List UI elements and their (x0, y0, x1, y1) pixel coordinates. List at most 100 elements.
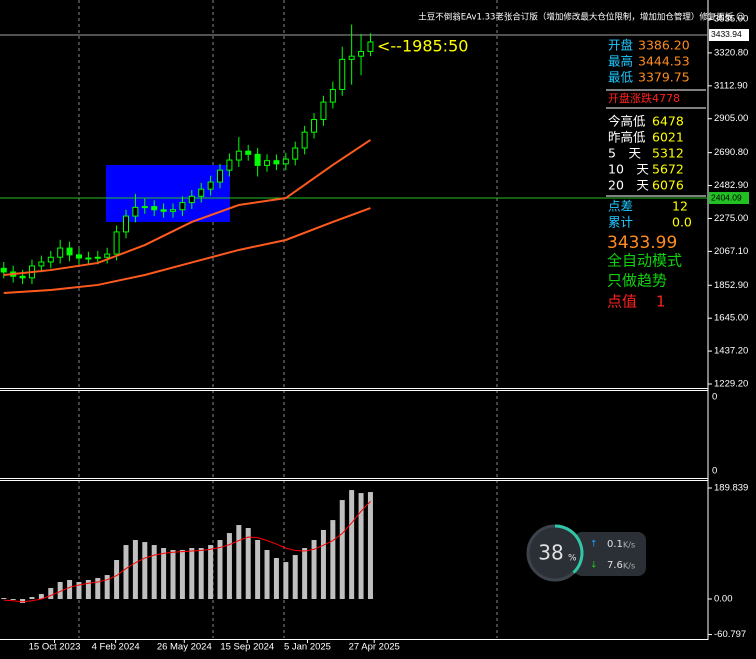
price-box (709, 28, 749, 41)
histogram-bar (339, 500, 345, 600)
y-tick-label: 1852.90 (714, 280, 748, 291)
gauge-sign: % (568, 554, 577, 564)
candle-body (329, 88, 336, 103)
x-tick-label: 5 Jan 2025 (284, 642, 331, 653)
panel-value: 3444.53 (638, 54, 690, 69)
candle-body (292, 147, 299, 160)
histogram-bar (236, 525, 242, 600)
histogram-bar (1, 598, 7, 600)
price-box (709, 192, 749, 205)
candle-body (254, 153, 261, 166)
candle-body (94, 256, 101, 259)
histogram-bar (208, 545, 214, 600)
candle-body (0, 267, 7, 273)
histogram-bar (302, 548, 308, 600)
panel-label: 开盘 (608, 38, 633, 53)
histogram-bar (255, 540, 261, 600)
panel-label: 昨高低 (608, 130, 646, 145)
candle-body (38, 261, 45, 267)
annotation: <--1985:50 (377, 37, 468, 56)
candle-body (235, 150, 242, 161)
histogram-bar (330, 520, 336, 600)
candle-body (151, 206, 158, 211)
candle-body (188, 195, 195, 204)
candle-body (245, 150, 252, 155)
histogram-bar (292, 555, 298, 600)
histogram-bar (170, 550, 176, 600)
histogram-bar (85, 580, 91, 600)
histogram-bar (10, 599, 16, 601)
histogram-bar (57, 581, 63, 600)
candle-body (57, 247, 64, 258)
histogram-bar (189, 548, 195, 600)
point-label: 点值 (607, 293, 637, 311)
histogram-bar (67, 580, 73, 600)
histogram-bar (48, 588, 54, 600)
y-tick-label: 1229.20 (714, 379, 748, 390)
panel-label: 10 天 (608, 162, 649, 177)
candle-body (264, 160, 271, 166)
y-tick-label: 1437.20 (714, 346, 748, 357)
panel-value: 5672 (652, 162, 684, 177)
current-price: 3433.99 (607, 233, 677, 253)
histogram-bar (29, 597, 35, 600)
price-label: 3433.94 (711, 29, 742, 39)
y-tick-label: 2482.90 (714, 180, 748, 191)
candle-body (207, 181, 214, 190)
candle-body (179, 202, 186, 211)
histogram-bar (217, 540, 223, 600)
trend: 只做趋势 (607, 272, 667, 290)
signal-line (3, 501, 371, 603)
up-arrow: ↑ (590, 540, 598, 550)
y-tick-label: 2690.80 (714, 147, 748, 158)
histogram-bar (264, 550, 270, 600)
panel-value: 5312 (652, 146, 684, 161)
candle-body (320, 101, 327, 121)
y-tick-label: 2067.10 (714, 246, 748, 257)
y-tick-label: 3112.90 (714, 80, 748, 91)
candle-body (19, 275, 26, 279)
panel-value: 0.0 (672, 215, 692, 230)
candle-body (282, 158, 289, 165)
ea-title: 土豆不倒翁EAv1.33老张合订版（增加修改最大仓位限制，增加加仓管理）修复面板… (418, 12, 745, 23)
y-tick-label: 189.839 (714, 483, 748, 494)
candle-body (367, 41, 374, 52)
candle-body (47, 256, 54, 263)
candle-body (273, 160, 280, 165)
y-tick-label: 1645.00 (714, 313, 748, 324)
histogram-bar (95, 578, 101, 600)
candle-body (311, 119, 318, 133)
y-tick-label: 0 (712, 392, 717, 403)
moving-average (3, 139, 372, 276)
mode: 全自动模式 (607, 252, 682, 270)
candle-body (122, 215, 129, 233)
histogram-bar (104, 575, 110, 600)
panel-label: 最低 (608, 70, 634, 85)
candle-body (160, 209, 167, 212)
x-tick-label: 4 Feb 2024 (92, 642, 140, 653)
x-tick-label: 26 May 2024 (157, 642, 212, 653)
panel-label: 点差 (608, 199, 633, 214)
histogram-bar (273, 558, 279, 600)
histogram-bar (198, 548, 204, 600)
histogram-bar (367, 492, 373, 600)
candle-body (141, 206, 148, 209)
histogram-bar (320, 530, 326, 600)
panel-value: 6021 (652, 130, 684, 145)
histogram-bar (161, 548, 167, 600)
candle-body (358, 50, 365, 57)
zone-box (106, 165, 230, 222)
x-tick-label: 15 Oct 2023 (29, 642, 81, 653)
histogram-bar (283, 562, 289, 600)
gauge-percent: 38 (538, 541, 563, 565)
histogram-bar (38, 594, 44, 600)
histogram-bar (349, 490, 355, 600)
y-tick-label: 2905.00 (714, 113, 748, 124)
candle-body (132, 206, 139, 217)
histogram-bar (311, 540, 317, 600)
candle-body (75, 254, 82, 259)
speed-box (574, 532, 646, 576)
histogram-bar (245, 528, 251, 600)
candle-body (301, 131, 308, 149)
